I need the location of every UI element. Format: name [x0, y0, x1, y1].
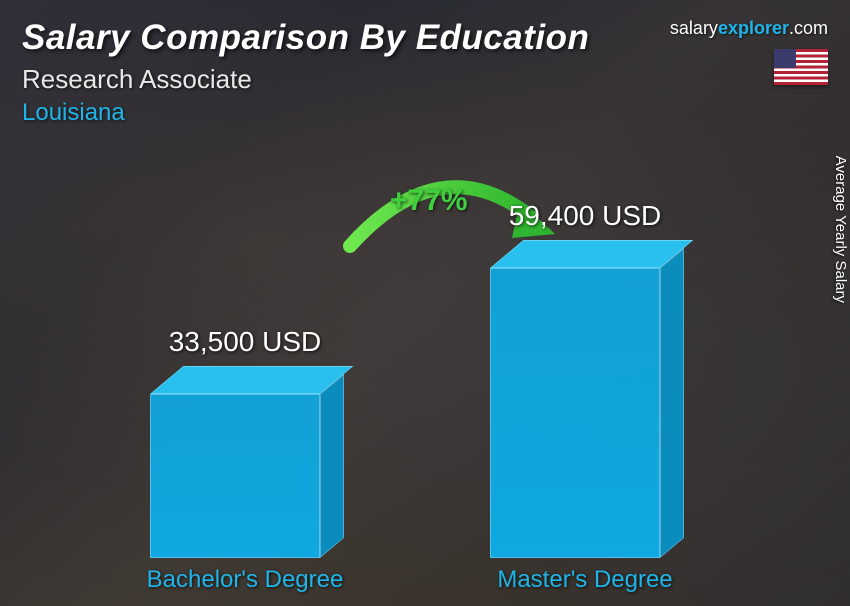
main-title: Salary Comparison By Education [22, 18, 589, 58]
location: Louisiana [22, 99, 589, 127]
bar-label-masters: Master's Degree [455, 566, 715, 594]
bar-bachelors: 33,500 USD [150, 394, 320, 558]
brand-suffix: .com [789, 18, 828, 38]
brand-block: salaryexplorer.com [670, 18, 828, 85]
title-block: Salary Comparison By Education Research … [22, 18, 589, 127]
header: Salary Comparison By Education Research … [22, 18, 828, 127]
bar-masters: 59,400 USD [490, 268, 660, 558]
bar-front [490, 268, 660, 558]
bar-side [660, 248, 684, 558]
bar-value-masters: 59,400 USD [475, 200, 695, 232]
bar-top [490, 240, 693, 268]
subtitle: Research Associate [22, 64, 589, 95]
increase-pct: +77% [390, 184, 468, 218]
bar-side [320, 374, 344, 558]
chart-area: +77% 33,500 USD 59,400 USD Bachelor's Deg… [0, 146, 850, 606]
bar-value-bachelors: 33,500 USD [135, 326, 355, 358]
brand-text: salaryexplorer.com [670, 18, 828, 39]
brand-prefix: salary [670, 18, 718, 38]
bar-top [150, 366, 353, 394]
flag-icon [774, 49, 828, 85]
brand-middle: explorer [718, 18, 789, 38]
bar-label-bachelors: Bachelor's Degree [115, 566, 375, 594]
bar-front [150, 394, 320, 558]
